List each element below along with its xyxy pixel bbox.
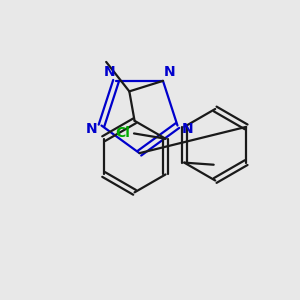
Text: N: N — [104, 65, 116, 80]
Text: Cl: Cl — [115, 126, 130, 140]
Text: N: N — [86, 122, 97, 136]
Text: N: N — [163, 65, 175, 80]
Text: N: N — [182, 122, 193, 136]
